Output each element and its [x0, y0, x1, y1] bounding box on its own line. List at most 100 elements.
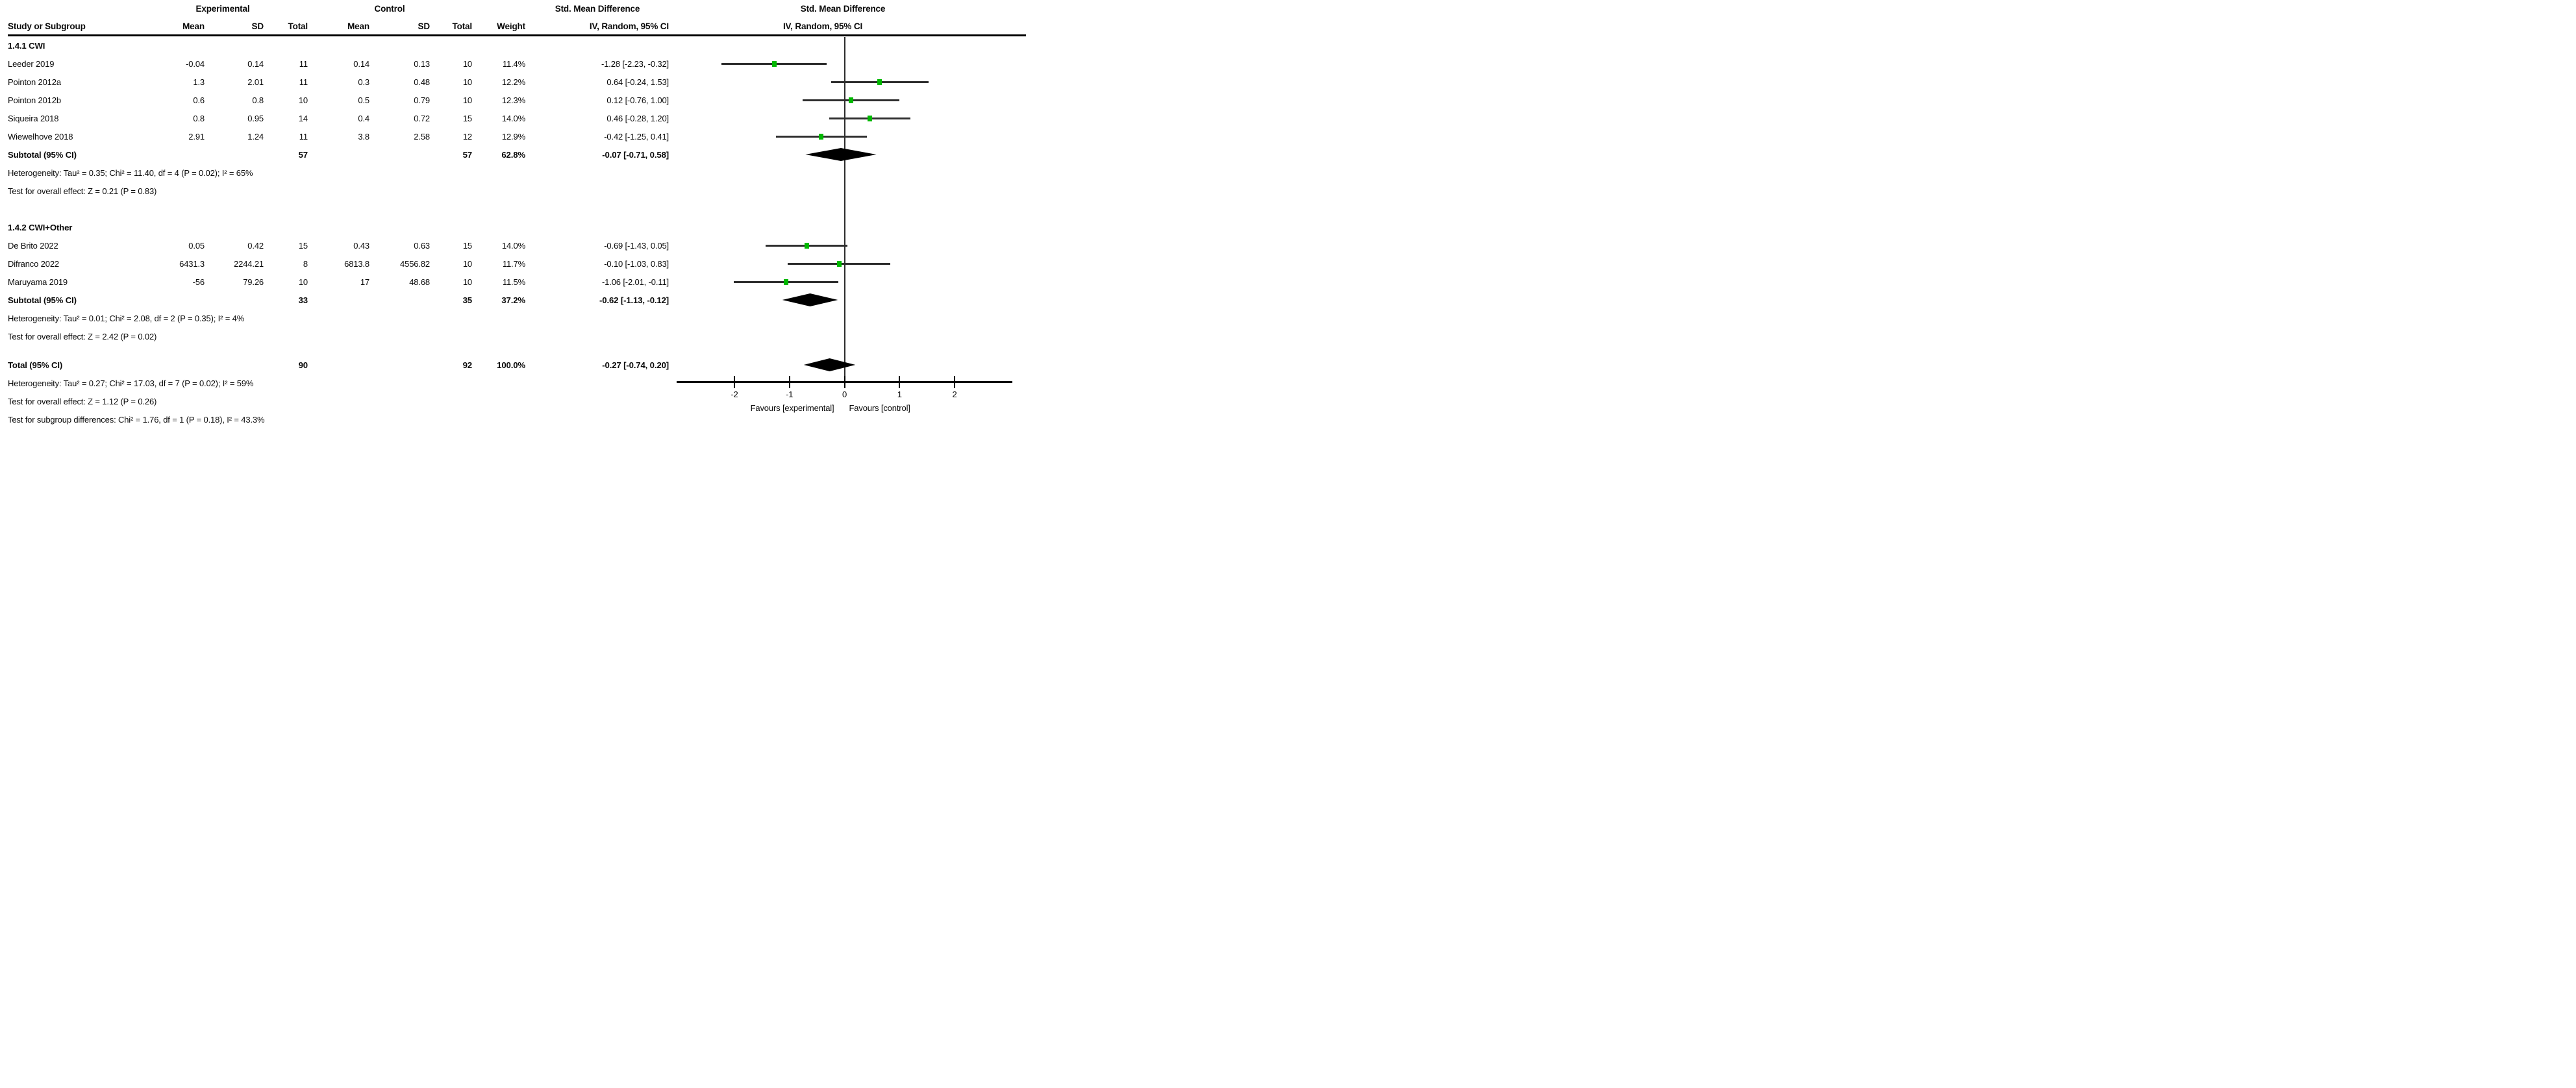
header-mean-experimental: Mean [182, 21, 205, 31]
axis-tick-label: 2 [952, 389, 957, 399]
ci-text-cell: -0.27 [-0.74, 0.20] [602, 360, 669, 370]
study-row: Leeder 2019 -0.04 0.14 11 0.14 0.13 10 11.4% -1.… [0, 55, 669, 73]
study-name: Pointon 2012a [8, 77, 61, 87]
header-sd-control: SD [418, 21, 431, 31]
ci-text-cell: -1.28 [-2.23, -0.32] [601, 58, 669, 69]
forest-plot-area: -2 -1 0 1 2 Favours [experimental] Favours [co… [675, 0, 1031, 435]
mean-control-cell: 3.8 [358, 131, 369, 142]
forest-plot-figure: Experimental Control Std. Mean Differenc… [0, 0, 1031, 435]
forest-table: 1.4.1 CWI Leeder 2019 -0.04 0.14 11 0.14 0.13 1… [0, 36, 1031, 428]
effect-square [849, 97, 854, 103]
total-experimental-cell: 10 [298, 95, 308, 105]
favours-experimental-label: Favours [experimental] [750, 403, 834, 413]
header-effect-measure: Std. Mean Difference [555, 4, 640, 14]
axis-tick-label: -1 [786, 389, 794, 399]
study-row: Pointon 2012b 0.6 0.8 10 0.5 0.79 10 12.3% 0.12 … [0, 91, 669, 109]
total-experimental-cell: 11 [299, 131, 308, 142]
total-experimental-cell: 11 [299, 77, 308, 87]
total-experimental-cell: 11 [299, 58, 308, 69]
total-control-cell: 35 [462, 295, 473, 305]
subgroup-difference-note: Test for subgroup differences: Chi² = 1.… [8, 414, 265, 425]
favours-control-label: Favours [control] [849, 403, 910, 413]
heterogeneity-note: Heterogeneity: Tau² = 0.27; Chi² = 17.03… [0, 374, 669, 392]
sd-experimental-cell: 0.8 [252, 95, 264, 105]
overall-effect-note: Test for overall effect: Z = 0.21 (P = 0… [0, 182, 669, 200]
spacer-row [0, 200, 669, 218]
study-name: Maruyama 2019 [8, 277, 68, 287]
heterogeneity-note: Heterogeneity: Tau² = 0.35; Chi² = 11.40… [0, 164, 669, 182]
total-experimental-cell: 33 [298, 295, 308, 305]
axis-tick-label: 1 [897, 389, 902, 399]
axis-tick [733, 376, 735, 388]
study-name: De Brito 2022 [8, 240, 58, 251]
ci-text-cell: -1.06 [-2.01, -0.11] [602, 277, 669, 287]
pooled-diamond [805, 148, 877, 161]
weight-cell: 14.0% [501, 113, 525, 123]
study-name: Leeder 2019 [8, 58, 55, 69]
mean-experimental-cell: 1.3 [193, 77, 205, 87]
heterogeneity-note: Heterogeneity: Tau² = 0.01; Chi² = 2.08,… [0, 309, 669, 327]
mean-experimental-cell: -56 [192, 277, 205, 287]
pooled-diamond [803, 358, 856, 371]
header-experimental-group: Experimental [195, 4, 250, 14]
effect-square [867, 115, 872, 121]
header-mean-control: Mean [347, 21, 369, 31]
header-control-group: Control [374, 4, 405, 14]
total-control-cell: 12 [462, 131, 472, 142]
mean-experimental-cell: 6431.3 [179, 258, 205, 269]
subgroup-header-row: 1.4.1 CWI [0, 36, 669, 55]
weight-cell: 62.8% [501, 149, 525, 160]
subgroup-label: 1.4.2 CWI+Other [8, 222, 73, 232]
overall-effect-note: Test for overall effect: Z = 2.42 (P = 0… [0, 327, 669, 345]
sd-experimental-cell: 79.26 [243, 277, 264, 287]
total-experimental-cell: 8 [303, 258, 308, 269]
subgroup-difference-note: Test for subgroup differences: Chi² = 1.… [0, 410, 669, 428]
ci-text-cell: -0.62 [-1.13, -0.12] [599, 295, 669, 305]
mean-control-cell: 0.43 [353, 240, 369, 251]
study-name: Siqueira 2018 [8, 113, 59, 123]
sd-experimental-cell: 0.42 [247, 240, 264, 251]
subgroup-header-row: 1.4.2 CWI+Other [0, 218, 669, 236]
ci-text-cell: 0.64 [-0.24, 1.53] [606, 77, 669, 87]
total-experimental-cell: 15 [298, 240, 308, 251]
total-control-cell: 15 [462, 240, 472, 251]
mean-experimental-cell: 2.91 [188, 131, 205, 142]
effect-square [771, 60, 777, 67]
study-row: Wiewelhove 2018 2.91 1.24 11 3.8 2.58 12 12.9% -… [0, 127, 669, 145]
total-experimental-cell: 14 [298, 113, 308, 123]
total-control-cell: 10 [462, 58, 472, 69]
spacer-row [0, 345, 669, 356]
mean-experimental-cell: 0.05 [188, 240, 205, 251]
axis-tick [899, 376, 901, 388]
mean-control-cell: 0.5 [358, 95, 369, 105]
total-experimental-cell: 57 [298, 149, 308, 160]
effect-square [804, 242, 809, 249]
study-name: Subtotal (95% CI) [8, 295, 77, 305]
sd-control-cell: 0.48 [414, 77, 430, 87]
weight-cell: 11.7% [502, 258, 525, 269]
effect-square [819, 133, 824, 140]
study-name: Difranco 2022 [8, 258, 59, 269]
ci-text-cell: 0.46 [-0.28, 1.20] [606, 113, 669, 123]
sd-control-cell: 2.58 [414, 131, 430, 142]
mean-control-cell: 17 [360, 277, 369, 287]
overall-effect-note: Test for overall effect: Z = 0.21 (P = 0… [8, 186, 157, 196]
sd-control-cell: 0.79 [414, 95, 430, 105]
mean-control-cell: 6813.8 [344, 258, 369, 269]
ci-text-cell: 0.12 [-0.76, 1.00] [606, 95, 669, 105]
sd-control-cell: 48.68 [409, 277, 430, 287]
study-name: Subtotal (95% CI) [8, 149, 77, 160]
mean-experimental-cell: -0.04 [186, 58, 205, 69]
mean-experimental-cell: 0.8 [193, 113, 205, 123]
header-weight: Weight [497, 21, 525, 31]
table-header: Experimental Control Std. Mean Differenc… [0, 0, 1031, 36]
mean-control-cell: 0.3 [358, 77, 369, 87]
overall-effect-note: Test for overall effect: Z = 2.42 (P = 0… [8, 331, 157, 341]
total-control-cell: 57 [462, 149, 473, 160]
study-row: Difranco 2022 6431.3 2244.21 8 6813.8 4556.82… [0, 254, 669, 273]
header-plot-iv-random-ci: IV, Random, 95% CI [782, 21, 863, 31]
sd-experimental-cell: 1.24 [247, 131, 264, 142]
overall-effect-note: Test for overall effect: Z = 1.12 (P = 0… [0, 392, 669, 410]
header-total-control: Total [452, 21, 473, 31]
total-experimental-cell: 90 [298, 360, 308, 370]
